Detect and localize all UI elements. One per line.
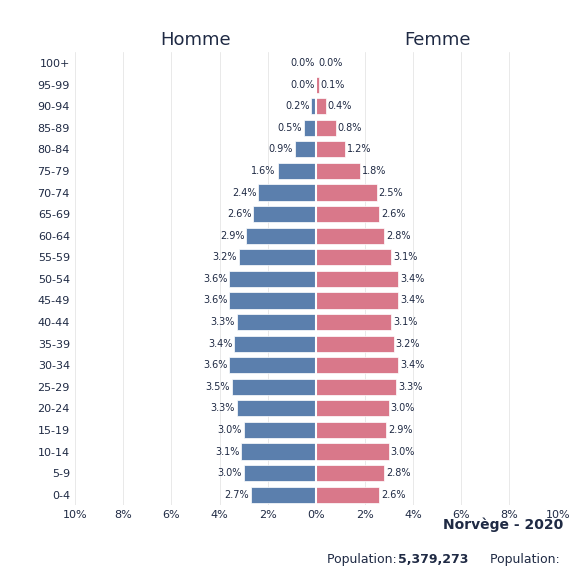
Bar bbox=[316, 486, 379, 503]
Text: 0.0%: 0.0% bbox=[290, 80, 315, 89]
Bar bbox=[316, 422, 386, 438]
Text: 3.0%: 3.0% bbox=[390, 403, 415, 413]
Text: 3.4%: 3.4% bbox=[400, 274, 425, 284]
Text: 3.3%: 3.3% bbox=[210, 317, 235, 327]
Bar bbox=[316, 379, 396, 395]
Bar bbox=[236, 314, 316, 330]
Bar bbox=[316, 228, 384, 244]
Text: 3.4%: 3.4% bbox=[208, 339, 232, 349]
Bar bbox=[251, 486, 316, 503]
Text: 3.6%: 3.6% bbox=[203, 274, 227, 284]
Text: 3.2%: 3.2% bbox=[213, 252, 237, 262]
Text: 1.8%: 1.8% bbox=[362, 166, 386, 176]
Text: 0.2%: 0.2% bbox=[285, 101, 309, 111]
Bar bbox=[232, 379, 316, 395]
Bar bbox=[239, 249, 316, 266]
Bar bbox=[316, 77, 319, 93]
Text: 2.8%: 2.8% bbox=[386, 231, 411, 241]
Bar bbox=[254, 206, 316, 222]
Text: Population:: Population: bbox=[327, 554, 401, 566]
Text: 0.9%: 0.9% bbox=[268, 145, 293, 155]
Bar bbox=[229, 292, 316, 309]
Text: Homme: Homme bbox=[160, 31, 231, 49]
Bar bbox=[234, 335, 316, 352]
Bar bbox=[316, 465, 384, 481]
Text: 3.0%: 3.0% bbox=[217, 425, 242, 435]
Bar bbox=[244, 422, 316, 438]
Bar bbox=[229, 357, 316, 373]
Text: Femme: Femme bbox=[404, 31, 470, 49]
Text: 0.8%: 0.8% bbox=[338, 123, 362, 133]
Text: 2.6%: 2.6% bbox=[381, 209, 405, 219]
Text: 2.7%: 2.7% bbox=[224, 490, 249, 500]
Text: 3.3%: 3.3% bbox=[398, 382, 422, 392]
Text: 2.6%: 2.6% bbox=[381, 490, 405, 500]
Text: 0.5%: 0.5% bbox=[278, 123, 302, 133]
Text: 3.0%: 3.0% bbox=[217, 468, 242, 478]
Text: 3.2%: 3.2% bbox=[396, 339, 420, 349]
Text: 3.1%: 3.1% bbox=[393, 317, 417, 327]
Bar bbox=[304, 120, 316, 136]
Bar bbox=[316, 249, 391, 266]
Bar bbox=[312, 98, 316, 114]
Bar bbox=[246, 228, 316, 244]
Bar bbox=[316, 120, 336, 136]
Bar bbox=[316, 98, 326, 114]
Text: 5,379,273: 5,379,273 bbox=[398, 554, 469, 566]
Text: 0.4%: 0.4% bbox=[328, 101, 352, 111]
Text: 3.6%: 3.6% bbox=[203, 296, 227, 306]
Bar bbox=[316, 163, 360, 179]
Text: Population: 5,379,273: Population: 5,379,273 bbox=[426, 554, 564, 566]
Bar bbox=[242, 443, 316, 460]
Text: 2.5%: 2.5% bbox=[378, 188, 403, 198]
Bar bbox=[258, 184, 316, 200]
Bar bbox=[316, 443, 389, 460]
Text: 0.1%: 0.1% bbox=[321, 80, 345, 89]
Text: 1.2%: 1.2% bbox=[347, 145, 371, 155]
Bar bbox=[316, 271, 398, 287]
Text: 0.0%: 0.0% bbox=[318, 58, 343, 68]
Bar bbox=[236, 400, 316, 417]
Bar bbox=[278, 163, 316, 179]
Text: 3.5%: 3.5% bbox=[205, 382, 230, 392]
Text: PopulationPyramid.net: PopulationPyramid.net bbox=[25, 548, 178, 561]
Bar bbox=[316, 292, 398, 309]
Bar bbox=[316, 141, 345, 157]
Text: 1.6%: 1.6% bbox=[251, 166, 275, 176]
Text: 2.6%: 2.6% bbox=[227, 209, 251, 219]
Text: 2.4%: 2.4% bbox=[232, 188, 256, 198]
Text: 3.1%: 3.1% bbox=[215, 447, 239, 457]
Text: Norvège - 2020: Norvège - 2020 bbox=[443, 517, 564, 532]
Bar bbox=[316, 335, 393, 352]
Text: 2.8%: 2.8% bbox=[386, 468, 411, 478]
Bar bbox=[244, 465, 316, 481]
Text: 3.4%: 3.4% bbox=[400, 360, 425, 370]
Text: Population:: Population: bbox=[490, 554, 564, 566]
Bar bbox=[316, 206, 379, 222]
Bar bbox=[316, 357, 398, 373]
Bar bbox=[229, 271, 316, 287]
Text: 3.0%: 3.0% bbox=[390, 447, 415, 457]
Text: 3.1%: 3.1% bbox=[393, 252, 417, 262]
Text: 3.3%: 3.3% bbox=[210, 403, 235, 413]
Bar bbox=[316, 184, 377, 200]
Text: 3.4%: 3.4% bbox=[400, 296, 425, 306]
Bar bbox=[316, 314, 391, 330]
Text: 2.9%: 2.9% bbox=[388, 425, 413, 435]
Bar bbox=[294, 141, 316, 157]
Bar bbox=[316, 400, 389, 417]
Text: 2.9%: 2.9% bbox=[220, 231, 244, 241]
Text: 0.0%: 0.0% bbox=[290, 58, 315, 68]
Text: 3.6%: 3.6% bbox=[203, 360, 227, 370]
